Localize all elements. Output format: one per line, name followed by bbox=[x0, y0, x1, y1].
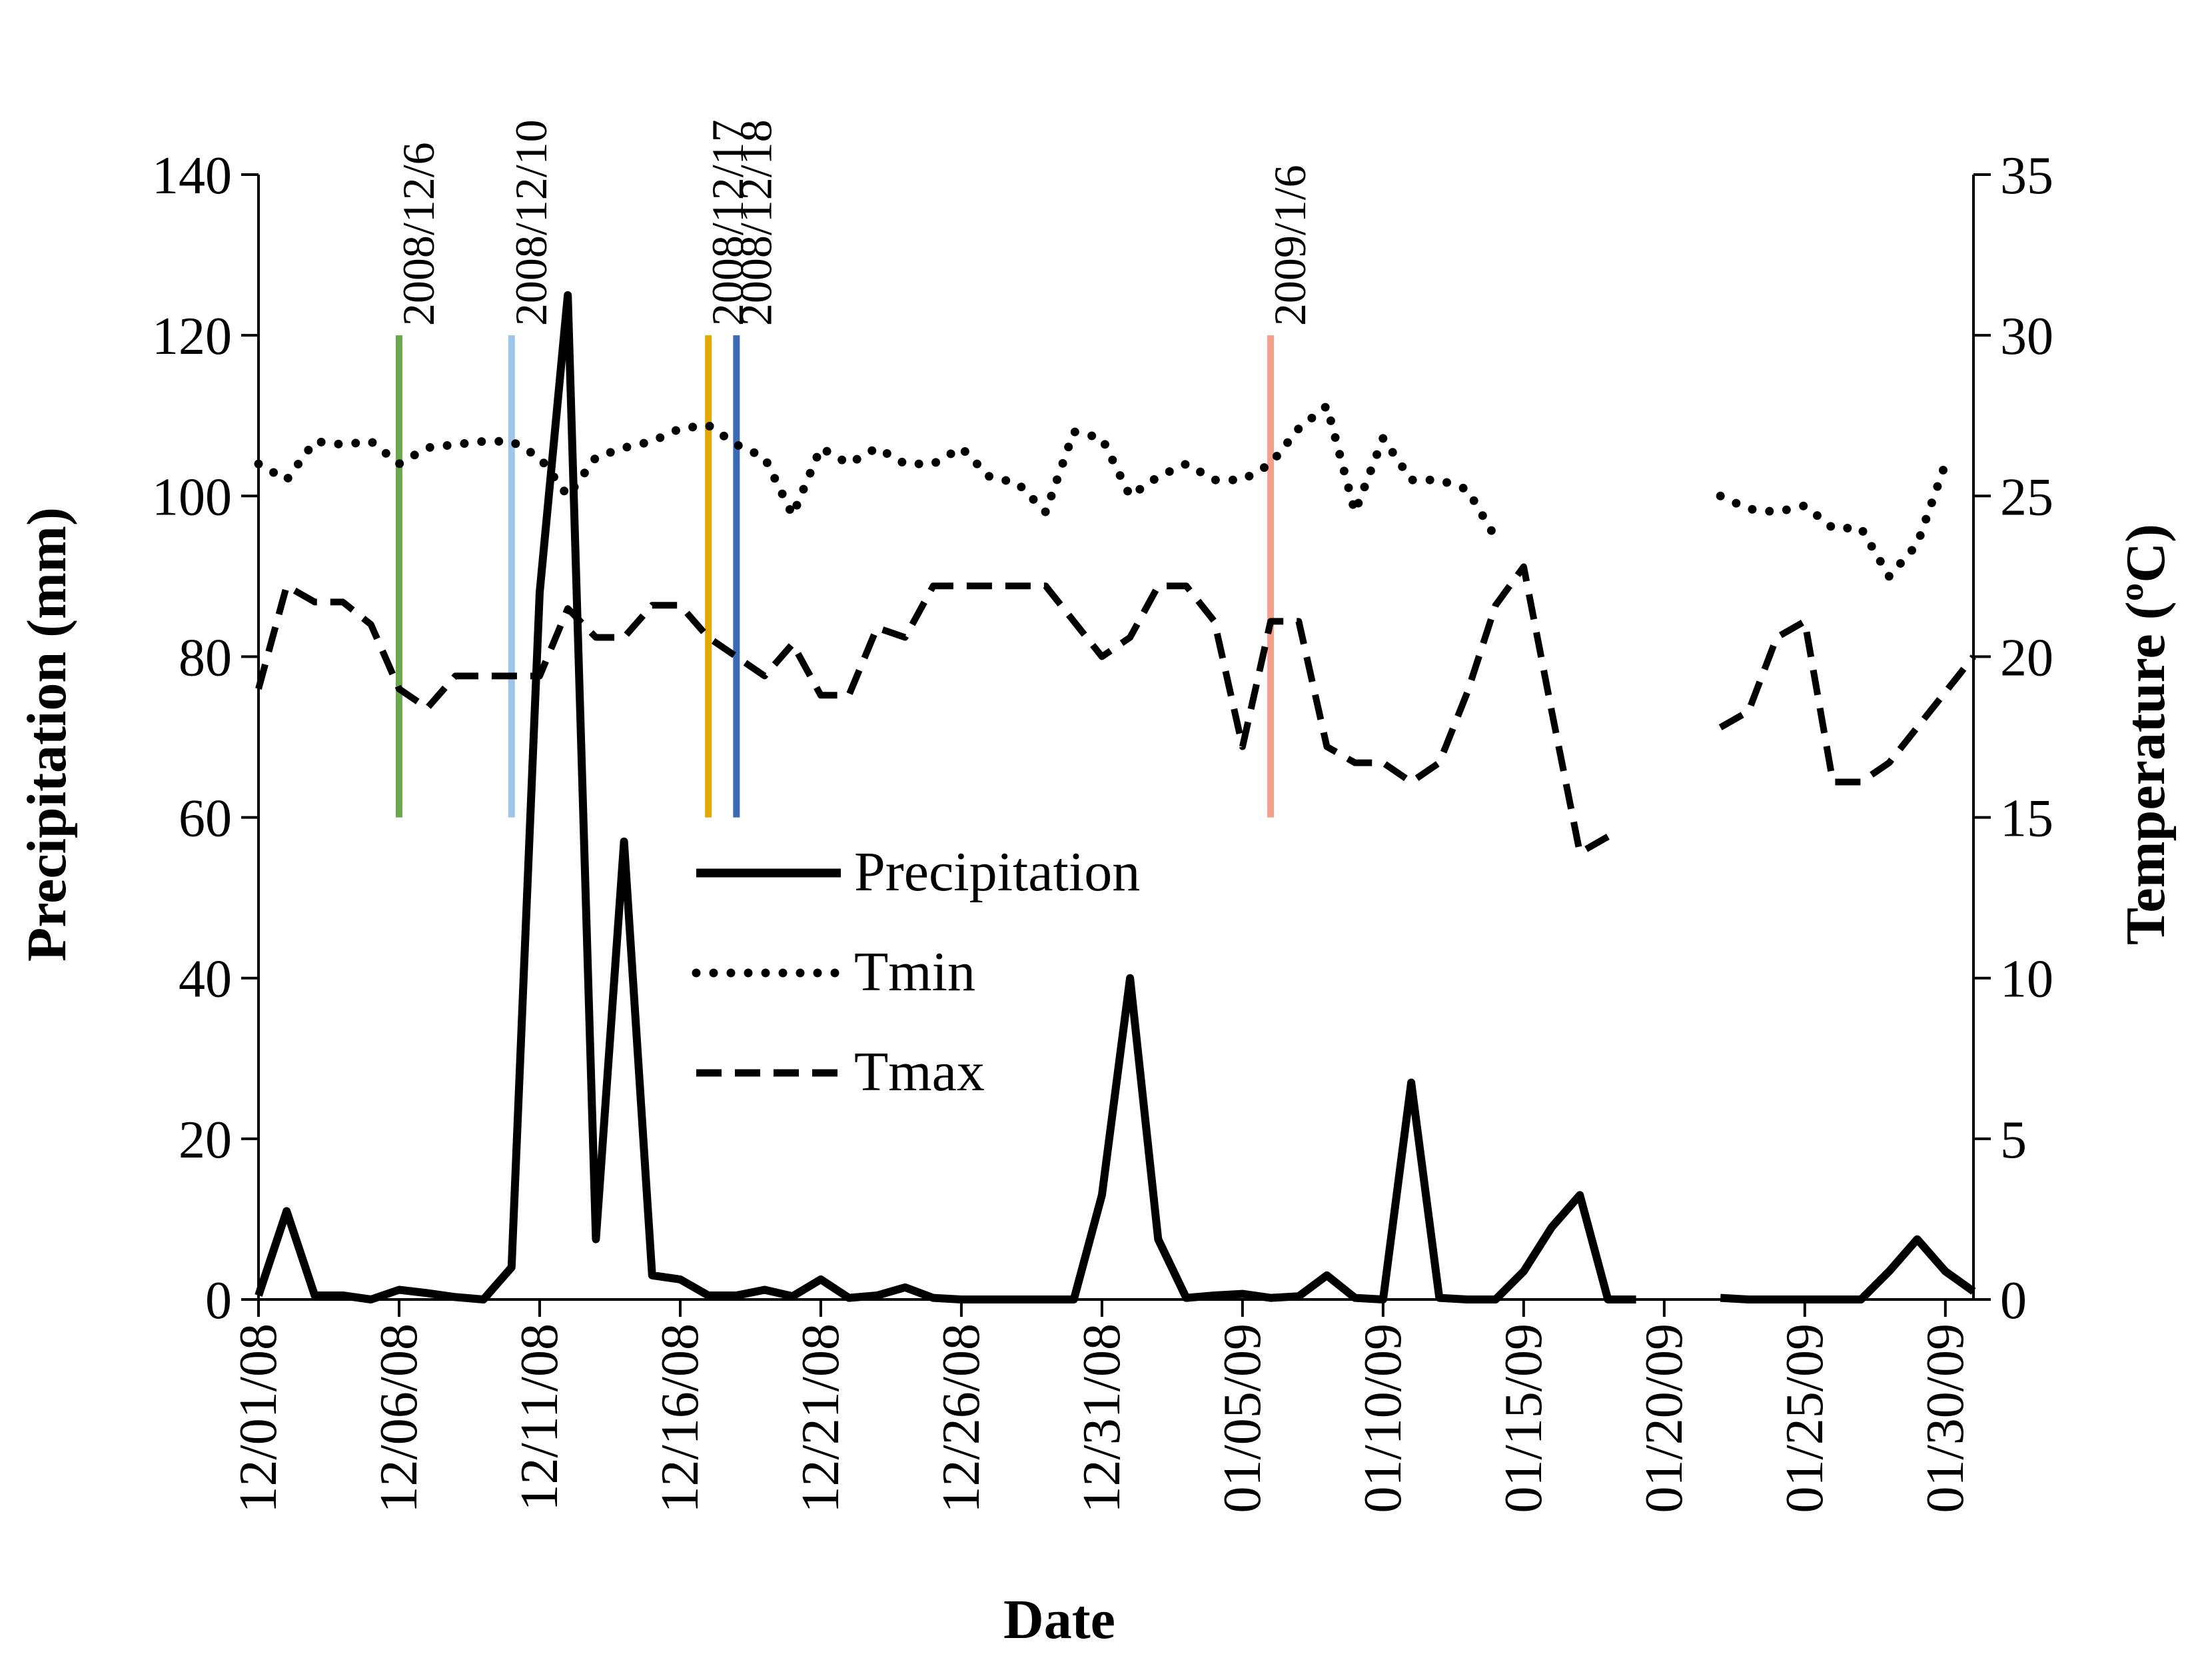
event-label: 2008/12/17 bbox=[702, 119, 753, 326]
y-left-tick-label: 120 bbox=[152, 307, 232, 366]
tmin-point bbox=[792, 515, 793, 516]
precipitation-series-line bbox=[255, 291, 1636, 1303]
y-right-tick-label: 25 bbox=[2000, 468, 2053, 526]
event-label: 2008/12/10 bbox=[506, 119, 556, 326]
event-label: 2008/12/18 bbox=[730, 119, 781, 326]
y-right-tick-label: 30 bbox=[2000, 307, 2053, 366]
axes bbox=[241, 173, 1991, 1317]
x-tick-label: 12/26/08 bbox=[932, 1323, 991, 1513]
tmin-series-line bbox=[1716, 459, 1950, 581]
tmax-point bbox=[1804, 621, 1805, 622]
y-left-tick-label: 100 bbox=[152, 468, 232, 526]
x-tick-label: 12/01/08 bbox=[229, 1323, 288, 1513]
x-tick-label: 01/25/09 bbox=[1776, 1323, 1834, 1513]
x-axis-title: Date bbox=[1003, 1589, 1115, 1651]
y-right-tick-label: 5 bbox=[2000, 1111, 2027, 1170]
tmax-point bbox=[1439, 762, 1440, 763]
legend: Precipitation Tmin Tmax bbox=[692, 841, 1140, 1103]
x-tick-label: 01/05/09 bbox=[1213, 1323, 1272, 1513]
data-series bbox=[254, 291, 1976, 1303]
tmax-series-line bbox=[1718, 618, 1976, 786]
x-tick-label: 01/20/09 bbox=[1635, 1323, 1694, 1513]
legend-tmin-label: Tmin bbox=[854, 941, 975, 1003]
x-tick-label: 12/21/08 bbox=[792, 1323, 850, 1513]
y-right-tick-label: 15 bbox=[2000, 790, 2053, 848]
x-tick-label: 12/11/08 bbox=[510, 1323, 569, 1511]
y-left-tick-label: 40 bbox=[179, 950, 232, 1009]
tmax-point bbox=[1382, 762, 1383, 763]
tmin-point bbox=[1158, 476, 1159, 477]
x-tick-label: 01/15/09 bbox=[1494, 1323, 1553, 1513]
tmax-point bbox=[1776, 637, 1777, 638]
x-tick-label: 01/10/09 bbox=[1354, 1323, 1412, 1513]
tmax-point bbox=[680, 605, 681, 606]
tmin-point bbox=[820, 447, 821, 448]
y-axis-right-title: Temperature (ºC) bbox=[2115, 524, 2177, 945]
tmax-point bbox=[1748, 711, 1749, 712]
event-markers bbox=[395, 335, 1275, 818]
y-left-tick-label: 20 bbox=[179, 1111, 232, 1170]
tmax-point bbox=[1917, 727, 1918, 728]
event-label: 2008/12/6 bbox=[393, 142, 444, 326]
tmin-point bbox=[314, 441, 315, 442]
tmin-point bbox=[680, 428, 681, 429]
tmax-series-line bbox=[255, 563, 1610, 856]
legend-precipitation-label: Precipitation bbox=[854, 841, 1140, 903]
y-left-tick-label: 0 bbox=[205, 1271, 232, 1330]
x-tick-label: 12/31/08 bbox=[1073, 1323, 1131, 1513]
tick-labels: 0 20 40 60 80 100 120 140 0 5 10 15 20 25 30 35 12/01/08… bbox=[152, 119, 2053, 1513]
y-left-tick-label: 60 bbox=[179, 790, 232, 848]
x-tick-label: 01/30/09 bbox=[1916, 1323, 1975, 1513]
tmin-point bbox=[1017, 483, 1018, 484]
y-right-tick-label: 10 bbox=[2000, 950, 2053, 1009]
y-right-tick-label: 20 bbox=[2000, 628, 2053, 687]
x-tick-label: 12/06/08 bbox=[370, 1323, 428, 1513]
legend-tmax-label: Tmax bbox=[854, 1041, 985, 1103]
tmin-series-line bbox=[254, 401, 1500, 542]
y-left-tick-label: 140 bbox=[152, 147, 232, 205]
x-tick-label: 12/16/08 bbox=[651, 1323, 710, 1513]
y-right-tick-label: 0 bbox=[2000, 1271, 2027, 1330]
y-right-tick-label: 35 bbox=[2000, 147, 2053, 205]
event-label: 2009/1/6 bbox=[1265, 165, 1315, 326]
y-left-tick-label: 80 bbox=[179, 628, 232, 687]
tmin-point bbox=[764, 457, 765, 458]
tmin-point bbox=[455, 444, 456, 445]
tmax-point bbox=[1214, 621, 1215, 622]
precipitation-series-line bbox=[1720, 1235, 1976, 1303]
y-axis-left-title: Precipitation (mm) bbox=[16, 507, 78, 962]
